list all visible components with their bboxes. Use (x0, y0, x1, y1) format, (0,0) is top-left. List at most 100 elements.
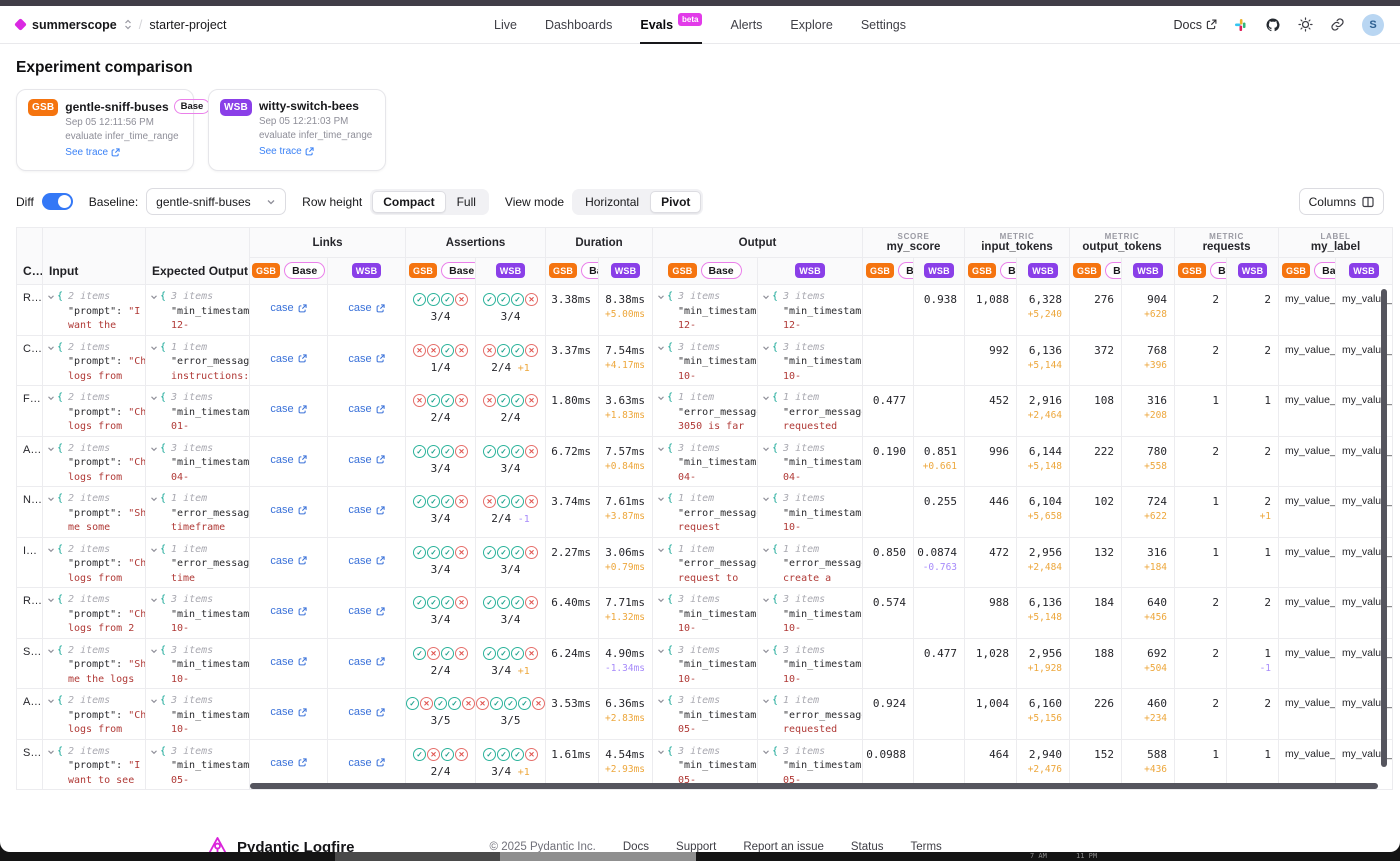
avatar[interactable]: S (1362, 13, 1384, 36)
table-row[interactable]: A…{2 items "prompt": "Ch logs from{3 items… (16, 688, 1394, 740)
case-link[interactable]: case (348, 454, 385, 466)
table-row[interactable]: I…{2 items "prompt": "Ch logs from{1 item "… (16, 536, 1394, 588)
project-name[interactable]: starter-project (149, 17, 227, 32)
case-link[interactable]: case (270, 656, 307, 668)
case-link[interactable]: case (348, 555, 385, 567)
tab-alerts[interactable]: Alerts (730, 17, 763, 32)
org-name[interactable]: summerscope (32, 17, 117, 32)
expand-chevron-icon[interactable] (150, 495, 158, 503)
table-row[interactable]: F…{2 items "prompt": "Ch logs from{3 items… (16, 385, 1394, 437)
expand-chevron-icon[interactable] (47, 445, 55, 453)
expand-chevron-icon[interactable] (150, 596, 158, 604)
view-mode-horizontal-option[interactable]: Horizontal (585, 194, 640, 209)
footer-link-support[interactable]: Support (676, 841, 717, 852)
row-height-full-option[interactable]: Full (456, 194, 476, 209)
expand-chevron-icon[interactable] (150, 344, 158, 352)
footer-link-status[interactable]: Status (850, 841, 884, 852)
case-link[interactable]: case (348, 706, 385, 718)
vertical-scrollbar[interactable] (1381, 289, 1387, 767)
expand-chevron-icon[interactable] (657, 293, 665, 301)
github-icon[interactable] (1265, 17, 1281, 33)
expand-chevron-icon[interactable] (762, 647, 770, 655)
footer-link-terms[interactable]: Terms (910, 841, 942, 852)
expand-chevron-icon[interactable] (657, 546, 665, 554)
expand-chevron-icon[interactable] (762, 445, 770, 453)
footer-link-docs[interactable]: Docs (622, 841, 650, 852)
case-link[interactable]: case (270, 403, 307, 415)
case-link[interactable]: case (270, 706, 307, 718)
case-link[interactable]: case (270, 504, 307, 516)
expand-chevron-icon[interactable] (47, 647, 55, 655)
expand-chevron-icon[interactable] (47, 697, 55, 705)
copy-link-icon[interactable] (1330, 17, 1345, 32)
tab-live[interactable]: Live (494, 17, 517, 32)
expand-chevron-icon[interactable] (150, 697, 158, 705)
experiment-card-gentle-sniff-buses[interactable]: GSB gentle-sniff-buses Base Sep 05 12:11… (16, 89, 211, 171)
expand-chevron-icon[interactable] (657, 596, 665, 604)
table-row[interactable]: R…{2 items "prompt": "Ch logs from 2{3 ite… (16, 587, 1394, 639)
expand-chevron-icon[interactable] (762, 344, 770, 352)
expand-chevron-icon[interactable] (150, 647, 158, 655)
expand-chevron-icon[interactable] (47, 748, 55, 756)
expand-chevron-icon[interactable] (762, 748, 770, 756)
docs-link[interactable]: Docs (1174, 18, 1217, 32)
expand-chevron-icon[interactable] (47, 394, 55, 402)
expand-chevron-icon[interactable] (150, 748, 158, 756)
table-row[interactable]: C…{2 items "prompt": "Ch logs from{1 item "… (16, 334, 1394, 386)
case-link[interactable]: case (270, 605, 307, 617)
expand-chevron-icon[interactable] (150, 546, 158, 554)
expand-chevron-icon[interactable] (150, 394, 158, 402)
case-link[interactable]: case (348, 605, 385, 617)
footer-link-report[interactable]: Report an issue (743, 841, 824, 852)
expand-chevron-icon[interactable] (657, 647, 665, 655)
expand-chevron-icon[interactable] (762, 596, 770, 604)
theme-toggle-icon[interactable] (1298, 17, 1313, 32)
expand-chevron-icon[interactable] (762, 697, 770, 705)
expand-chevron-icon[interactable] (657, 495, 665, 503)
case-link[interactable]: case (270, 757, 307, 769)
expand-chevron-icon[interactable] (657, 697, 665, 705)
view-mode-pivot-option[interactable]: Pivot (650, 190, 702, 213)
expand-chevron-icon[interactable] (47, 495, 55, 503)
tab-dashboards[interactable]: Dashboards (544, 17, 613, 32)
table-row[interactable]: S…{2 items "prompt": "I want to see{3 item… (16, 738, 1394, 790)
expand-chevron-icon[interactable] (47, 596, 55, 604)
case-link[interactable]: case (270, 454, 307, 466)
case-link[interactable]: case (270, 555, 307, 567)
table-row[interactable]: N…{2 items "prompt": "Sh me some{1 item "er… (16, 486, 1394, 538)
expand-chevron-icon[interactable] (47, 546, 55, 554)
tab-explore[interactable]: Explore (790, 17, 833, 32)
tab-evals[interactable]: Evals beta (640, 6, 703, 44)
expand-chevron-icon[interactable] (47, 344, 55, 352)
see-trace-link[interactable]: See trace (65, 147, 120, 158)
expand-chevron-icon[interactable] (762, 293, 770, 301)
case-link[interactable]: case (348, 353, 385, 365)
horizontal-scrollbar[interactable] (250, 783, 1378, 789)
expand-chevron-icon[interactable] (47, 293, 55, 301)
table-row[interactable]: A…{2 items "prompt": "Ch logs from{3 items… (16, 435, 1394, 487)
slack-icon[interactable] (1234, 18, 1248, 32)
org-switcher-icon[interactable] (124, 19, 132, 30)
case-link[interactable]: case (270, 353, 307, 365)
tab-settings[interactable]: Settings (860, 17, 906, 32)
expand-chevron-icon[interactable] (657, 748, 665, 756)
diff-toggle[interactable] (41, 193, 73, 210)
table-row[interactable]: R…{2 items "prompt": "I want the{3 items "m… (16, 284, 1394, 336)
expand-chevron-icon[interactable] (762, 495, 770, 503)
expand-chevron-icon[interactable] (657, 394, 665, 402)
expand-chevron-icon[interactable] (150, 293, 158, 301)
case-link[interactable]: case (348, 757, 385, 769)
baseline-select[interactable]: gentle-sniff-buses (146, 188, 287, 215)
expand-chevron-icon[interactable] (762, 394, 770, 402)
see-trace-link[interactable]: See trace (259, 146, 314, 157)
columns-button[interactable]: Columns (1298, 188, 1384, 215)
case-link[interactable]: case (348, 403, 385, 415)
expand-chevron-icon[interactable] (762, 546, 770, 554)
row-height-compact-option[interactable]: Compact (372, 190, 446, 213)
case-link[interactable]: case (348, 656, 385, 668)
case-link[interactable]: case (270, 302, 307, 314)
expand-chevron-icon[interactable] (657, 344, 665, 352)
case-link[interactable]: case (348, 302, 385, 314)
expand-chevron-icon[interactable] (657, 445, 665, 453)
expand-chevron-icon[interactable] (150, 445, 158, 453)
